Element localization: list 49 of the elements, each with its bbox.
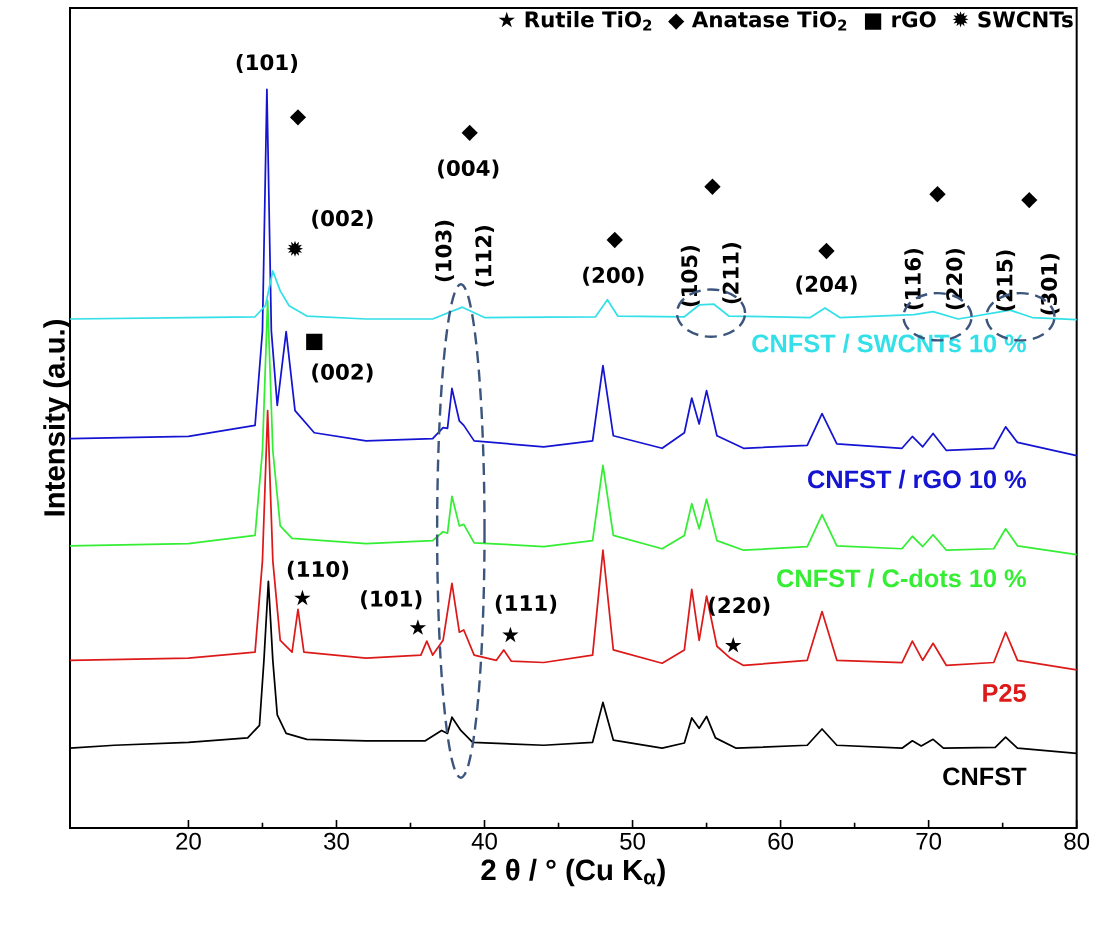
annotation: (101) xyxy=(361,590,422,610)
annotation: ✹ xyxy=(286,240,304,257)
annotation: (004) xyxy=(438,159,499,179)
annotation: ◆ xyxy=(461,124,478,142)
annotation: ◆ xyxy=(289,109,307,126)
x-tick-label: 50 xyxy=(620,832,645,850)
annotation: (116) xyxy=(904,248,924,310)
annotation: (215) xyxy=(996,250,1016,311)
x-tick-label: 80 xyxy=(1064,832,1090,850)
annotation: ★ xyxy=(294,589,311,606)
annotation: (110) xyxy=(287,560,349,580)
annotation: (112) xyxy=(475,226,495,287)
x-tick-label: 20 xyxy=(176,832,201,850)
annotation: ◆ xyxy=(818,242,835,260)
annotation: (111) xyxy=(495,594,557,614)
series-label: CNFST xyxy=(943,767,1027,786)
text: ✹ SWCNTs xyxy=(952,11,1073,28)
annotation: (204) xyxy=(796,275,857,295)
annotation: ★ xyxy=(409,619,427,635)
annotation: ◆ xyxy=(704,178,721,195)
annotation: (220) xyxy=(945,248,965,310)
x-tick-label: 70 xyxy=(916,832,942,850)
annotation: ◆ xyxy=(929,185,946,203)
annotation: (103) xyxy=(435,220,455,282)
text: (101) xyxy=(236,53,298,73)
text: ★ Rutile TiO$_{2}$ xyxy=(498,10,652,31)
series-label: CNFST / SWCNTs 10 % xyxy=(752,333,1026,353)
annotation: (220) xyxy=(708,596,770,616)
series-label: P25 xyxy=(983,683,1026,702)
annotation: (200) xyxy=(583,266,644,286)
annotation: ■ xyxy=(306,333,323,351)
y-axis-title: Intensity (a.u.) xyxy=(43,320,71,516)
annotation: ◆ xyxy=(1021,191,1038,209)
annotation: (211) xyxy=(722,242,742,304)
x-tick-label: 60 xyxy=(768,832,794,850)
annotation: (301) xyxy=(1040,254,1060,315)
annotation: (105) xyxy=(680,245,700,307)
annotation: ★ xyxy=(725,637,742,653)
text: ■ rGO xyxy=(864,11,936,30)
x-axis-title: 2 θ / ° (Cu K$_{α}$) xyxy=(481,858,665,887)
annotation: ★ xyxy=(502,626,519,643)
annotation: ◆ xyxy=(606,231,623,249)
x-tick-label: 30 xyxy=(324,832,349,850)
x-tick-label: 40 xyxy=(471,832,497,850)
text: ◆ Anatase TiO$_{2}$ xyxy=(668,10,847,31)
annotation: (002) xyxy=(312,363,373,383)
series-label: CNFST / C-dots 10 % xyxy=(777,568,1026,588)
annotation: (002) xyxy=(312,209,373,229)
series-label: CNFST / rGO 10 % xyxy=(808,469,1026,489)
